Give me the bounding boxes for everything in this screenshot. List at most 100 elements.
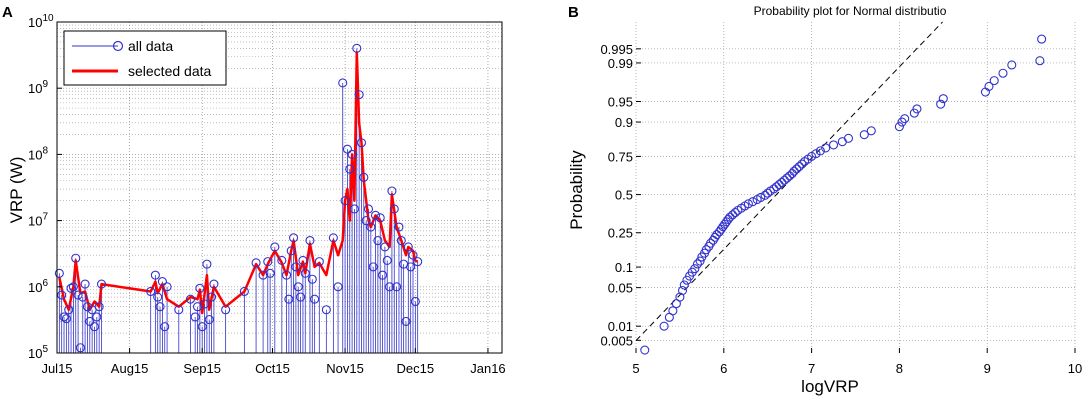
panel-a-y-ticks: 105 106 107 108 109 1010 xyxy=(28,13,62,361)
data-point-marker xyxy=(75,343,85,353)
panel-a-y-label: VRP (W) xyxy=(7,157,26,224)
data-point-marker xyxy=(277,255,287,266)
panel-b-x-ticks: 5 6 7 8 9 10 xyxy=(632,348,1082,376)
data-point-marker xyxy=(347,149,357,159)
data-point-marker xyxy=(61,314,71,324)
data-point-marker xyxy=(146,286,156,297)
data-point-marker xyxy=(668,306,678,316)
data-point-marker xyxy=(68,282,78,292)
data-point-marker xyxy=(221,305,231,315)
x-tick-label: Oct15 xyxy=(255,361,290,376)
data-point-marker xyxy=(321,305,331,315)
data-point-marker xyxy=(938,94,948,104)
y-tick-label: 107 xyxy=(28,212,48,229)
data-point-marker xyxy=(368,262,378,272)
data-point-marker xyxy=(349,204,359,214)
data-point-marker xyxy=(695,256,705,266)
data-point-marker xyxy=(328,233,338,243)
data-point-marker xyxy=(300,268,310,278)
data-point-marker xyxy=(912,104,922,114)
data-point-marker xyxy=(837,137,847,147)
data-point-marker xyxy=(361,216,371,226)
data-point-marker xyxy=(730,208,740,218)
data-point-marker xyxy=(54,268,64,278)
data-point-marker xyxy=(354,90,364,100)
data-point-marker xyxy=(408,250,418,260)
data-point-marker xyxy=(900,114,910,124)
data-point-marker xyxy=(380,242,390,252)
data-point-marker xyxy=(195,283,205,293)
data-point-marker xyxy=(307,274,317,284)
data-point-marker xyxy=(401,316,411,326)
x-tick-label: Aug15 xyxy=(111,361,149,376)
data-point-marker xyxy=(394,222,404,232)
y-tick-label: 108 xyxy=(28,145,48,162)
data-point-marker xyxy=(78,292,88,302)
panel-b-x-label: logVRP xyxy=(801,377,859,396)
data-point-marker xyxy=(679,280,689,290)
x-tick-label: 7 xyxy=(808,361,815,376)
data-point-marker xyxy=(792,164,802,174)
panel-a-x-ticks: Jul15 Aug15 Sep15 Oct15 Nov15 Dec15 Jan16 xyxy=(41,348,506,376)
x-tick-label: 5 xyxy=(632,361,639,376)
data-point-marker xyxy=(251,258,261,268)
panel-b-markers xyxy=(640,34,1047,355)
panel-a-letter: A xyxy=(2,4,13,21)
data-point-marker xyxy=(202,259,212,269)
panel-a-frame xyxy=(56,21,503,354)
data-point-marker xyxy=(82,302,92,312)
data-point-marker xyxy=(190,312,200,322)
data-point-marker xyxy=(777,177,787,187)
data-point-marker xyxy=(59,312,69,322)
data-point-marker xyxy=(239,286,249,297)
y-tick-label: 0.75 xyxy=(608,149,633,164)
y-tick-label: 0.9 xyxy=(615,115,633,130)
data-point-marker xyxy=(73,290,83,300)
data-point-marker xyxy=(150,270,160,280)
data-point-marker xyxy=(94,302,104,312)
data-point-marker xyxy=(370,210,381,220)
panel-a-selected-line xyxy=(58,50,419,315)
y-tick-label: 105 xyxy=(28,344,48,361)
data-point-marker xyxy=(363,204,374,214)
data-point-marker xyxy=(728,210,738,220)
data-point-marker xyxy=(1037,34,1047,44)
data-point-marker xyxy=(782,173,792,183)
data-point-marker xyxy=(690,264,700,274)
data-point-marker xyxy=(1035,56,1045,66)
x-tick-label: 6 xyxy=(720,361,727,376)
data-point-marker xyxy=(185,294,196,304)
x-tick-label: 8 xyxy=(896,361,903,376)
data-point-marker xyxy=(779,175,789,185)
x-tick-label: Nov15 xyxy=(326,361,364,376)
panel-a-markers xyxy=(54,43,423,353)
data-point-marker xyxy=(989,76,999,86)
panel-b-letter: B xyxy=(568,4,579,21)
y-tick-label: 0.01 xyxy=(608,319,633,334)
data-point-marker xyxy=(725,212,735,222)
data-point-marker xyxy=(162,282,172,292)
panel-b-title: Probability plot for Normal distributio xyxy=(754,4,947,18)
y-tick-label: 1010 xyxy=(28,13,54,30)
y-tick-label: 0.05 xyxy=(608,281,633,296)
y-tick-label: 0.995 xyxy=(600,42,633,57)
y-tick-label: 0.25 xyxy=(608,226,633,241)
data-point-marker xyxy=(1007,60,1017,70)
data-point-marker xyxy=(92,312,102,322)
data-point-marker xyxy=(375,213,385,223)
data-point-marker xyxy=(894,122,904,132)
data-point-marker xyxy=(66,283,76,293)
data-point-marker xyxy=(821,143,831,153)
y-tick-label: 0.99 xyxy=(608,56,633,71)
panel-b-y-label: Probability xyxy=(567,150,586,230)
data-point-marker xyxy=(293,282,303,292)
data-point-marker xyxy=(387,186,397,196)
legend-box xyxy=(63,30,227,86)
x-tick-label: 9 xyxy=(984,361,991,376)
data-point-marker xyxy=(258,270,268,280)
panel-b-grid xyxy=(635,22,1076,353)
data-point-marker xyxy=(640,345,650,355)
data-point-marker xyxy=(712,229,722,240)
data-point-marker xyxy=(815,146,825,156)
